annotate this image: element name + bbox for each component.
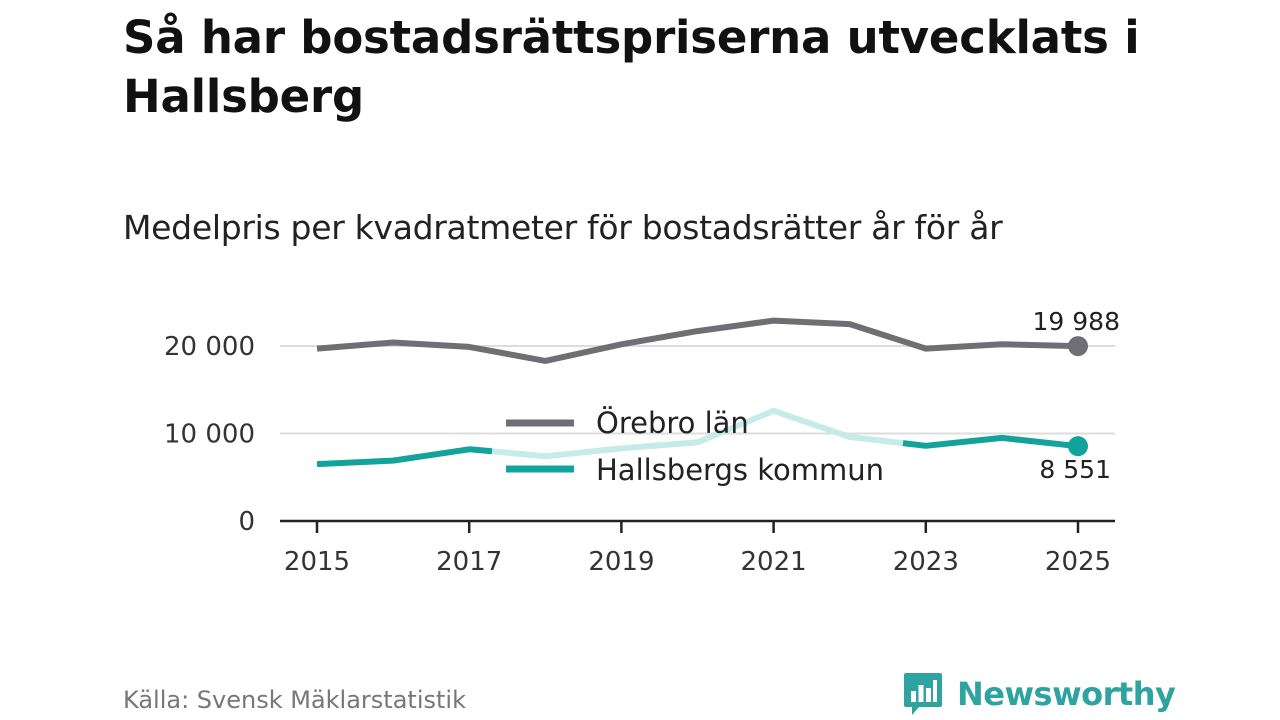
end-label-hallsberg: 8 551 [1039, 455, 1111, 484]
chart-subtitle: Medelpris per kvadratmeter för bostadsrä… [123, 208, 1003, 247]
legend-label-orebro-lan: Örebro län [596, 406, 749, 440]
x-axis: 2015 2017 2019 2021 2023 2025 [280, 519, 1115, 577]
end-point-hallsberg [1068, 436, 1088, 457]
series-line-hallsberg-faded [491, 407, 904, 460]
x-tick-label: 2021 [741, 547, 807, 577]
end-label-orebro-lan: 19 988 [1033, 307, 1120, 336]
y-tick-label: 10 000 [164, 420, 255, 450]
x-tick-label: 2023 [893, 547, 959, 577]
gridlines [280, 345, 1115, 435]
end-point-orebro-lan [1068, 336, 1088, 357]
legend-label-hallsberg: Hallsbergs kommun [596, 453, 884, 487]
x-tick-label: 2025 [1045, 547, 1111, 577]
chart-title: Så har bostadsrättspriserna utvecklats i… [123, 11, 1140, 123]
series-lines [316, 317, 1088, 468]
legend: Örebro län Hallsbergs kommun [506, 406, 884, 487]
brand-logo: Newsworthy [903, 670, 1176, 718]
brand-name: Newsworthy [957, 675, 1176, 713]
y-tick-label: 0 [238, 507, 255, 537]
newsworthy-logo-icon [904, 673, 942, 715]
series-line-hallsberg [902, 434, 1079, 450]
series-line-hallsberg [316, 446, 493, 468]
source-note: Källa: Svensk Mäklarstatistik [123, 686, 466, 714]
series-line-orebro-lan [316, 317, 1079, 364]
y-tick-label: 20 000 [164, 332, 255, 362]
end-labels: 19 988 8 551 [1033, 307, 1120, 484]
x-tick-label: 2019 [588, 547, 654, 577]
x-tick-label: 2017 [436, 547, 502, 577]
y-axis-ticks: 0 10 000 20 000 [164, 332, 255, 537]
x-tick-label: 2015 [284, 547, 350, 577]
